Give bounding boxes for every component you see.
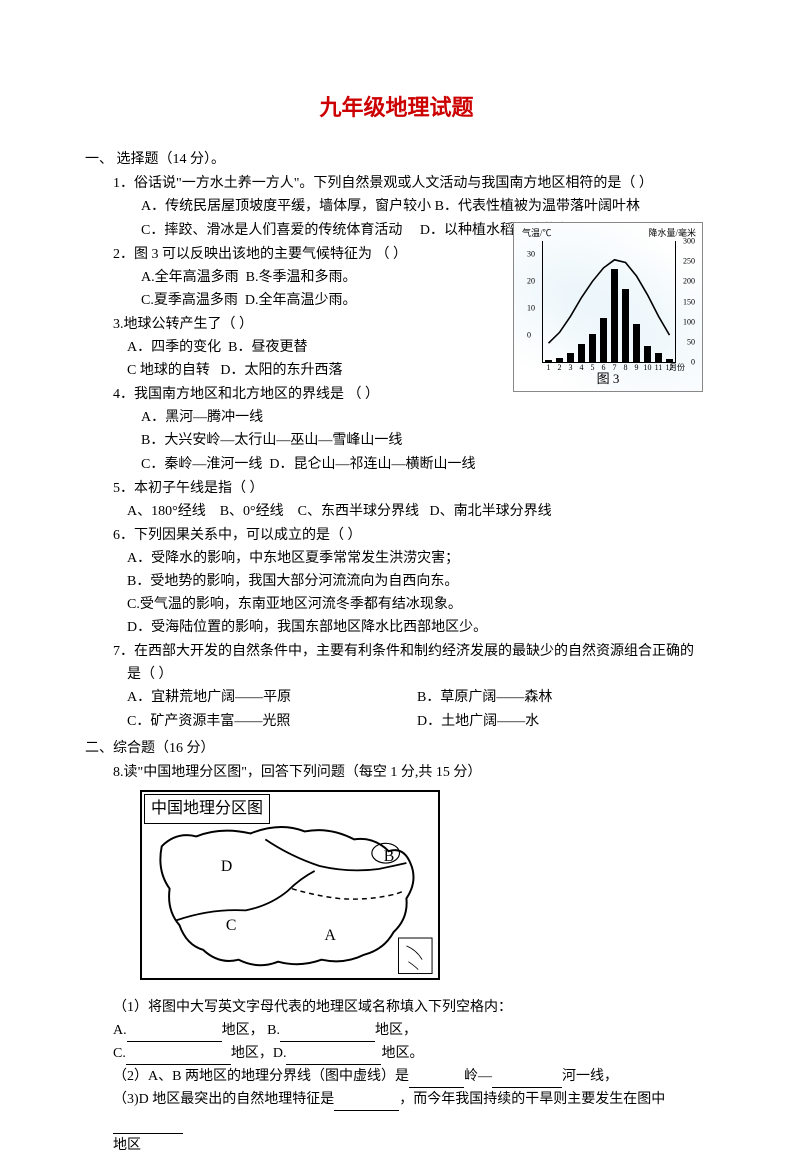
blank-river[interactable] [492,1073,562,1088]
q6-optD: D．受海陆位置的影响，我国东部地区降水比西部地区少。 [85,616,708,639]
q8-sub2-c: 河一线， [562,1069,618,1084]
q7-optA: A．宜耕荒地广阔——平原 [127,686,417,709]
q4-optB: B．大兴安岭—太行山—巫山—雪峰山一线 [85,429,708,452]
q3-optB: B．昼夜更替 [228,340,307,355]
blank-drought[interactable] [113,1119,183,1134]
map-label-C: C [226,917,237,934]
blank-D[interactable] [286,1050,381,1065]
q1-optB: B．代表性植被为温带落叶阔叶林 [435,199,640,214]
blank-C[interactable] [126,1050,231,1065]
q1-options-row1: A．传统民居屋顶坡度平缓，墙体厚，窗户较小 B．代表性植被为温带落叶阔叶林 [85,195,708,218]
q8-sub3-b: ，而今年我国持续的干旱则主要发生在图中 [399,1092,665,1107]
q4-optA: A．黑河—腾冲一线 [85,406,708,429]
q8-sub3-line2: 地区 [85,1134,708,1157]
blank-B[interactable] [280,1027,375,1042]
q1-stem: 1．俗话说"一方水土养一方人"。下列自然景观或人文活动与我国南方地区相符的是（ … [85,172,708,195]
q2-optD: D.全年高温少雨。 [245,293,357,308]
q8-sub1-a-mid: 地区， B. [222,1023,280,1038]
q6-optC: C.受气温的影响，东南亚地区河流冬季都有结冰现象。 [85,593,708,616]
q3-optA: A．四季的变化 [127,340,221,355]
blank-feature[interactable] [334,1096,399,1111]
q4-optD: D．昆仑山—祁连山—横断山一线 [269,457,475,472]
chart-left-axis-label: 气温/℃ [522,226,552,241]
q5-optB: B、0°经线 [220,504,284,519]
q2-optC: C.夏季高温多雨 [141,293,238,308]
q2-optB: B.冬季温和多雨。 [246,270,357,285]
q7-stem-line1: 7．在西部大开发的自然条件中，主要有利条件和制约经济发展的最缺少的自然资源组合正… [85,640,708,663]
q8-sub1-line2: C. 地区，D. 地区。 [85,1042,708,1065]
q7-optD: D．土地广阔——水 [417,710,539,733]
q6-optB: B．受地势的影响，我国大部分河流流向为自西向东。 [85,570,708,593]
section2-heading: 二、综合题（16 分） [85,737,708,760]
q8-sub2: （2）A、B 两地区的地理分界线（图中虚线）是 岭— 河一线， [85,1065,708,1088]
q3-optC: C 地球的自转 [127,363,210,378]
section1-heading: 一、 选择题（14 分）。 [85,148,708,171]
q8-sub1-c-suffix: 地区。 [381,1046,423,1061]
q8-sub3: （3)D 地区最突出的自然地理特征是 ，而今年我国持续的干旱则主要发生在图中 [85,1088,708,1134]
q8-sub1: （1）将图中大写英文字母代表的地理区域名称填入下列空格内： [85,996,708,1019]
q4-optC: C．秦岭—淮河一线 [141,457,262,472]
q8-sub1-c-mid: 地区，D. [231,1046,287,1061]
q1-optC: C．摔跤、滑冰是人们喜爱的传统体育活动 [141,223,402,238]
chart-plot-area: 0102030050100150200250300123456789101112… [542,241,676,363]
page-title: 九年级地理试题 [85,90,708,126]
chart-caption: 图 3 [514,368,702,389]
q7-optB: B．草原广阔——森林 [417,686,552,709]
q5-optA: A、180°经线 [127,504,206,519]
q1-optA: A．传统民居屋顶坡度平缓，墙体厚，窗户较小 [141,199,431,214]
q8-sub1-a-prefix: A. [113,1023,127,1038]
q5-optD: D、南北半球分界线 [430,504,552,519]
q5-stem: 5．本初子午线是指（ ） [85,477,708,500]
map-svg: A B C D [142,792,438,979]
q7-options-row1: A．宜耕荒地广阔——平原 B．草原广阔——森林 [85,686,708,709]
q7-optC: C．矿产资源丰富——光照 [127,710,417,733]
q5-optC: C、东西半球分界线 [298,504,419,519]
q5-options: A、180°经线 B、0°经线 C、东西半球分界线 D、南北半球分界线 [85,500,708,523]
map-label-A: A [325,927,337,944]
china-map: 中国地理分区图 A B C D [140,790,440,980]
blank-A[interactable] [127,1027,222,1042]
q2-optA: A.全年高温多雨 [141,270,239,285]
q8-sub2-a: （2）A、B 两地区的地理分界线（图中虚线）是 [113,1069,409,1084]
q7-options-row2: C．矿产资源丰富——光照 D．土地广阔——水 [85,710,708,733]
q8-sub1-a-suffix: 地区， [375,1023,417,1038]
q7-stem-line2: 是（ ） [85,663,708,686]
q8-sub3-a: （3)D 地区最突出的自然地理特征是 [113,1092,334,1107]
q3-optD: D．太阳的东升西落 [220,363,342,378]
q6-stem: 6．下列因果关系中，可以成立的是（ ） [85,524,708,547]
blank-mountain[interactable] [409,1073,464,1088]
q8-sub1-line1: A. 地区， B. 地区， [85,1019,708,1042]
climate-chart: 气温/℃ 降水量/毫米 0102030050100150200250300123… [513,222,703,392]
q8-sub2-b: 岭— [464,1069,492,1084]
q8-sub1-c-prefix: C. [113,1046,126,1061]
q4-options-row3: C．秦岭—淮河一线 D．昆仑山—祁连山—横断山一线 [85,453,708,476]
map-label-D: D [221,858,232,875]
q8-stem: 8.读"中国地理分区图"，回答下列问题（每空 1 分,共 15 分） [85,761,708,784]
q6-optA: A．受降水的影响，中东地区夏季常常发生洪涝灾害； [85,547,708,570]
